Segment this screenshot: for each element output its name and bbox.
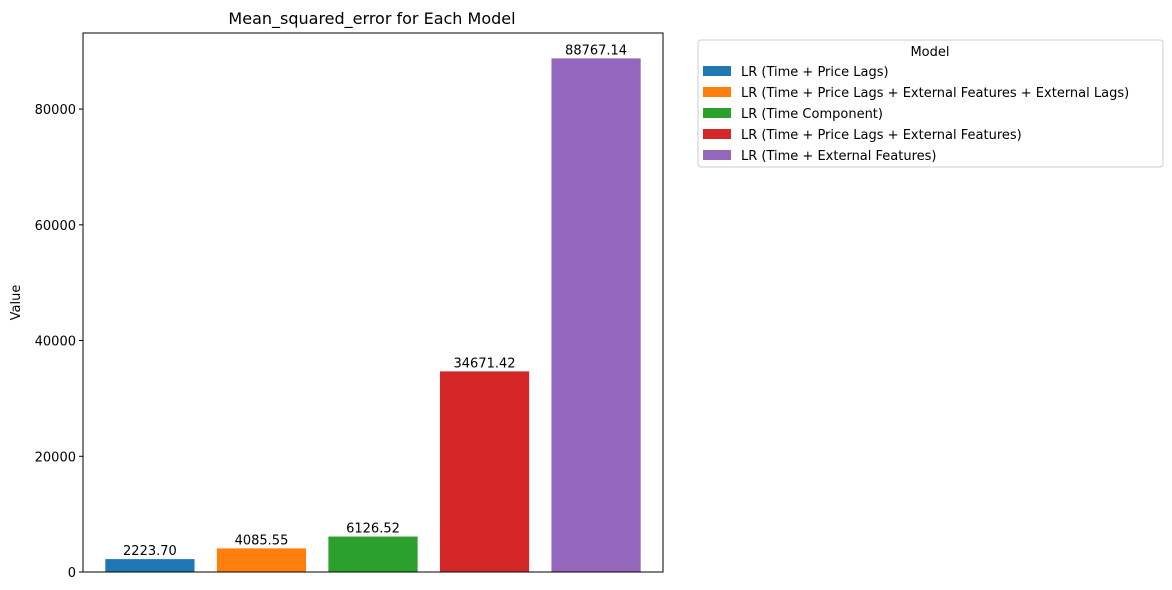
legend: Model LR (Time + Price Lags) LR (Time + P… — [697, 39, 1164, 168]
legend-swatch-2 — [703, 87, 731, 97]
y-tick-label: 20000 — [35, 450, 76, 465]
bar-value-label: 6126.52 — [346, 522, 400, 537]
bar-1 — [105, 559, 195, 572]
legend-frame — [697, 39, 1164, 168]
legend-label-2: LR (Time + Price Lags + External Feature… — [741, 86, 1129, 101]
legend-label-5: LR (Time + External Features) — [741, 149, 937, 164]
chart-title: Mean_squared_error for Each Model — [228, 9, 515, 29]
legend-label-1: LR (Time + Price Lags) — [741, 65, 889, 80]
legend-label-3: LR (Time Component) — [741, 107, 883, 122]
bar-value-label: 4085.55 — [235, 533, 289, 548]
legend-title: Model — [910, 45, 949, 60]
bar-2 — [216, 548, 307, 572]
y-tick-label: 60000 — [35, 219, 76, 234]
bar-5 — [551, 58, 641, 572]
plot-area: 2223.70 4085.55 6126.52 34671.42 88767.14 0 20… — [35, 32, 664, 581]
axes-frame — [82, 32, 664, 573]
legend-swatch-1 — [703, 66, 731, 76]
legend-swatch-3 — [703, 108, 731, 118]
bar-value-label: 88767.14 — [565, 43, 627, 58]
y-tick-label: 0 — [68, 566, 76, 581]
y-axis-label: Value — [9, 285, 24, 321]
legend-swatch-4 — [703, 129, 731, 139]
bar-3 — [328, 536, 418, 572]
y-tick-label: 80000 — [35, 103, 76, 118]
bar-value-label: 34671.42 — [454, 356, 516, 371]
legend-label-4: LR (Time + Price Lags + External Feature… — [741, 128, 1022, 143]
legend-swatch-5 — [703, 150, 731, 160]
bar-4 — [439, 371, 530, 572]
y-tick-label: 40000 — [35, 335, 76, 350]
bar-value-label: 2223.70 — [123, 544, 177, 559]
